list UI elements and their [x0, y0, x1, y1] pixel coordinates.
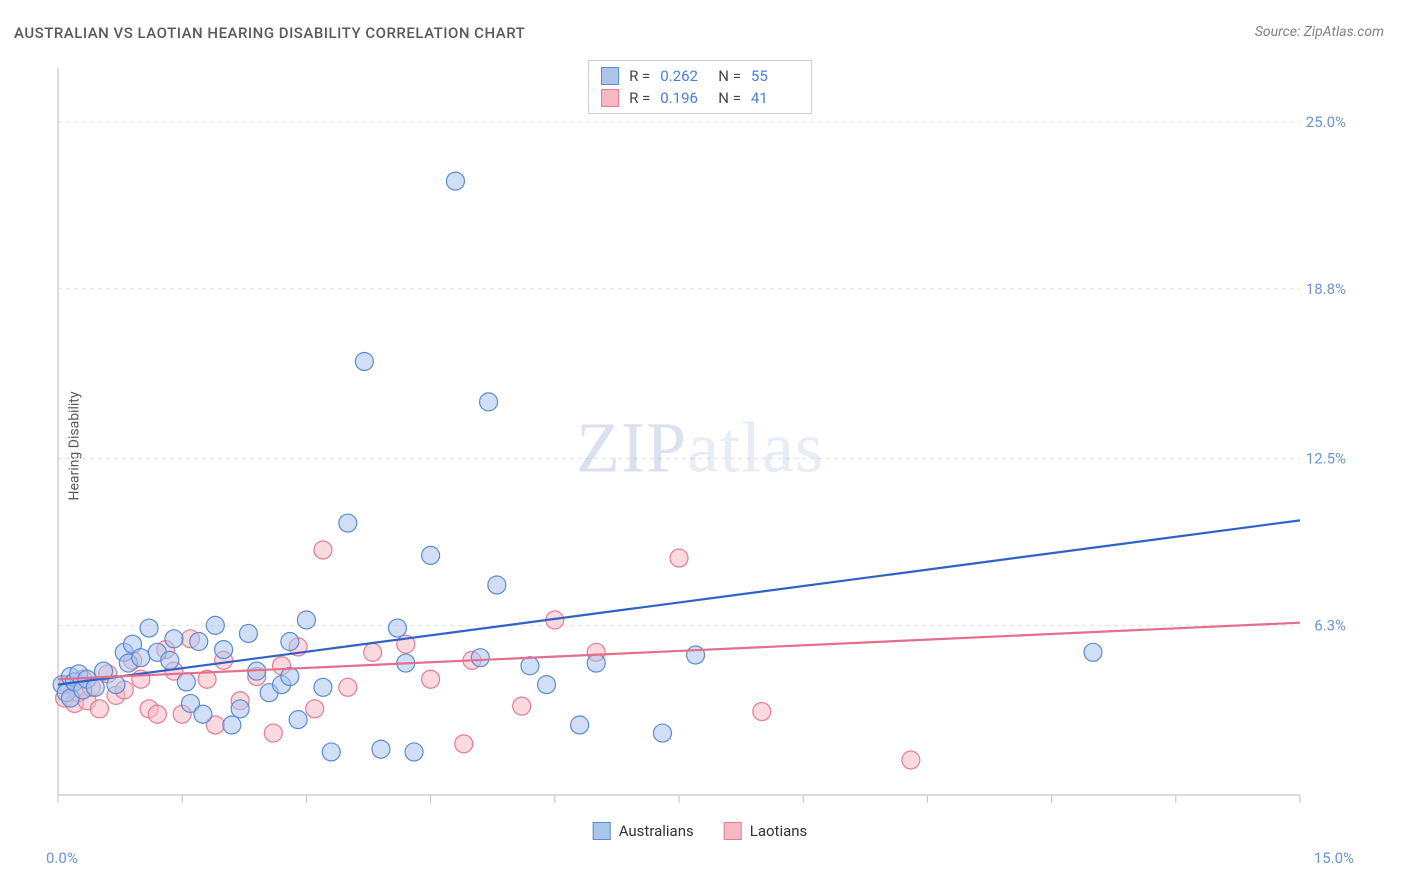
swatch-australians [593, 822, 611, 840]
legend-row-australians: R = 0.262 N = 55 [601, 65, 799, 87]
r-value-laotians: 0.196 [660, 89, 708, 107]
swatch-australians [601, 67, 619, 85]
legend-label-australians: Australians [619, 822, 694, 840]
legend-item-laotians: Laotians [724, 822, 808, 840]
svg-text:6.3%: 6.3% [1314, 616, 1346, 634]
legend-label-laotians: Laotians [750, 822, 808, 840]
r-label: R = [629, 89, 650, 107]
n-label: N = [718, 89, 741, 107]
scatter-chart: 6.3% 12.5% 18.8% 25.0% [50, 60, 1350, 835]
source-attribution: Source: ZipAtlas.com [1255, 24, 1384, 40]
swatch-laotians [724, 822, 742, 840]
n-value-laotians: 41 [751, 89, 799, 107]
swatch-laotians [601, 89, 619, 107]
svg-text:18.8%: 18.8% [1306, 280, 1346, 298]
n-value-australians: 55 [751, 67, 799, 85]
chart-container: AUSTRALIAN VS LAOTIAN HEARING DISABILITY… [0, 0, 1406, 892]
series-legend: Australians Laotians [593, 822, 808, 840]
svg-text:12.5%: 12.5% [1306, 449, 1346, 467]
r-label: R = [629, 67, 650, 85]
plot-area: 6.3%12.5%18.8%25.0% ZIPatlas R = 0.262 N… [50, 60, 1350, 835]
n-label: N = [718, 67, 741, 85]
chart-title: AUSTRALIAN VS LAOTIAN HEARING DISABILITY… [14, 24, 525, 42]
correlation-legend: R = 0.262 N = 55 R = 0.196 N = 41 [588, 60, 812, 114]
r-value-australians: 0.262 [660, 67, 708, 85]
legend-row-laotians: R = 0.196 N = 41 [601, 87, 799, 109]
x-axis-max-label: 15.0% [1314, 849, 1354, 867]
svg-text:25.0%: 25.0% [1306, 113, 1346, 131]
legend-item-australians: Australians [593, 822, 694, 840]
x-axis-min-label: 0.0% [46, 849, 78, 867]
